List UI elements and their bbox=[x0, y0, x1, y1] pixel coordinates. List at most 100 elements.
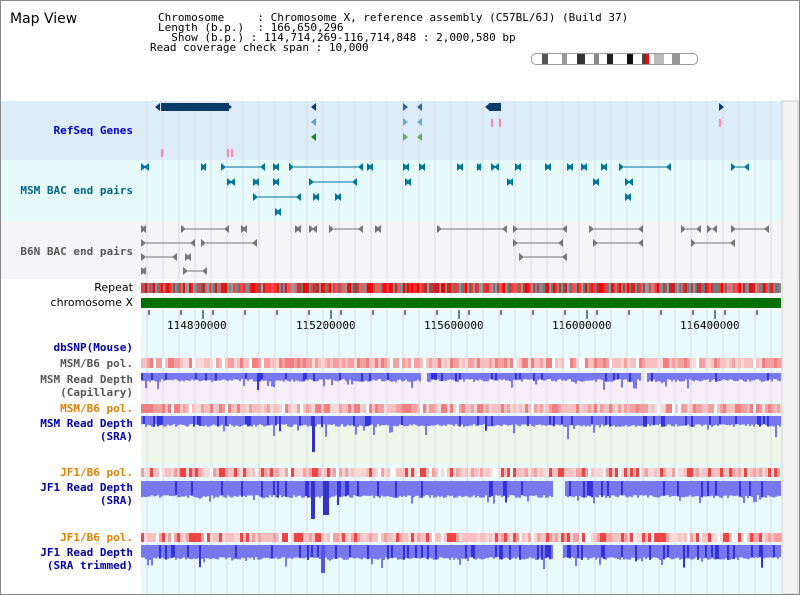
jf1-trim-depth-bar bbox=[549, 545, 551, 560]
msm-depth-sra-label-1: MSM Read Depth bbox=[40, 417, 133, 430]
jf1-sra-depth-bar bbox=[607, 481, 609, 497]
msm-b6-pol-mark bbox=[375, 404, 378, 413]
msm-b6-pol-mark bbox=[489, 358, 492, 368]
msm-capillary-depth-bar bbox=[773, 373, 775, 380]
jf1-trim-depth-bar bbox=[657, 545, 659, 559]
msm-sra-depth-bar bbox=[687, 416, 689, 425]
msm-b6-pol-mark bbox=[345, 358, 348, 368]
jf1-trim-depth-bar bbox=[159, 545, 161, 559]
repeat-mark bbox=[633, 283, 635, 293]
msm-capillary-depth-bar bbox=[629, 373, 631, 382]
jf1-trim-depth-bar bbox=[337, 545, 339, 559]
msm-capillary-depth-bar bbox=[597, 373, 599, 380]
repeat-mark bbox=[653, 283, 655, 293]
jf1-trim-depth-bar bbox=[361, 545, 363, 560]
msm-b6-pol-mark bbox=[729, 358, 732, 368]
jf1-sra-depth-bar bbox=[341, 481, 343, 497]
b6n-bac-end-arrow bbox=[593, 239, 598, 247]
msm-b6-pol-mark bbox=[657, 404, 660, 413]
msm-sra-depth-bar bbox=[655, 416, 657, 425]
repeat-mark bbox=[323, 283, 325, 293]
msm-sra-depth-bar bbox=[467, 416, 469, 427]
repeat-mark bbox=[431, 283, 433, 293]
chromosome-ideogram[interactable] bbox=[531, 53, 698, 65]
jf1-trim-depth-bar bbox=[577, 545, 579, 559]
repeat-mark bbox=[477, 283, 479, 293]
repeat-mark bbox=[217, 283, 219, 293]
repeat-mark bbox=[451, 283, 453, 293]
msm-b6-pol-mark bbox=[747, 358, 750, 368]
msm-b6-pol-mark bbox=[336, 404, 339, 413]
jf1-b6-pol-mark bbox=[708, 533, 711, 542]
msm-bac-end-arrow bbox=[508, 178, 513, 186]
msm-sra-depth-bar bbox=[353, 416, 355, 427]
msm-sra-depth-bar bbox=[519, 416, 521, 427]
repeat-mark bbox=[571, 283, 573, 293]
msm-capillary-depth-bar bbox=[319, 373, 321, 380]
jf1-sra-depth-bar bbox=[643, 481, 645, 496]
msm-sra-depth-bar bbox=[253, 416, 255, 425]
msm-sra-depth-bar bbox=[533, 416, 535, 427]
msm-b6-pol-mark bbox=[195, 358, 198, 368]
jf1-trim-depth-bar bbox=[281, 545, 283, 558]
jf1-b6-pol-mark bbox=[321, 468, 324, 477]
jf1-b6-pol-mark bbox=[231, 533, 234, 542]
msm-capillary-depth-bar bbox=[665, 373, 667, 387]
jf1-sra-depth-bar bbox=[587, 481, 589, 496]
msm-sra-depth-bar bbox=[517, 416, 519, 426]
jf1-b6-pol-mark bbox=[621, 468, 624, 477]
repeat-mark bbox=[177, 283, 179, 293]
msm-b6-pol-mark bbox=[321, 404, 324, 413]
jf1-b6-pol-mark bbox=[453, 468, 456, 477]
jf1-trim-depth-bar bbox=[409, 545, 411, 560]
jf1-sra-depth-bar bbox=[747, 481, 749, 498]
msm-capillary-depth-bar bbox=[313, 373, 315, 382]
repeat-mark bbox=[603, 283, 605, 293]
b6n-bac-end-arrow bbox=[190, 239, 195, 247]
msm-b6-pol-mark bbox=[423, 358, 426, 368]
msm-b6-pol-mark bbox=[432, 358, 435, 368]
jf1-trim-depth-bar bbox=[243, 545, 245, 559]
jf1-sra-depth-bar bbox=[613, 481, 615, 496]
jf1-sra-depth-bar bbox=[771, 481, 773, 497]
jf1-sra-depth-bar bbox=[451, 481, 453, 496]
jf1-b6-pol-mark bbox=[273, 533, 276, 542]
msm-sra-depth-bar bbox=[667, 416, 669, 425]
msm-b6-pol-mark bbox=[672, 358, 675, 368]
repeat-mark bbox=[405, 283, 407, 293]
repeat-mark bbox=[309, 283, 311, 293]
refseq-exon-mark bbox=[227, 149, 229, 157]
jf1-sra-depth-bar bbox=[331, 481, 333, 497]
msm-capillary-depth-bar bbox=[669, 373, 671, 380]
msm-sra-depth-bar bbox=[707, 416, 709, 430]
msm-b6-pol-mark bbox=[429, 358, 432, 368]
jf1-sra-depth-bar bbox=[543, 481, 545, 496]
jf1-sra-depth-bar bbox=[321, 481, 323, 497]
jf1-b6-pol-mark bbox=[171, 533, 174, 542]
jf1-b6-pol-mark bbox=[561, 468, 564, 477]
msm-b6-pol-mark bbox=[639, 358, 642, 368]
jf1-trim-depth-bar bbox=[435, 545, 437, 560]
msm-b6-pol-mark bbox=[774, 404, 777, 413]
repeat-mark bbox=[429, 283, 431, 293]
jf1-trim-depth-bar bbox=[163, 545, 165, 559]
repeat-mark bbox=[549, 283, 551, 293]
jf1-trim-depth-bar bbox=[263, 545, 265, 558]
msm-b6-pol-mark bbox=[588, 358, 591, 368]
jf1-sra-depth-bar bbox=[631, 481, 633, 498]
msm-capillary-depth-bar bbox=[619, 373, 621, 380]
msm-b6-pol-mark bbox=[567, 404, 570, 413]
jf1-b6-pol-mark bbox=[753, 468, 756, 477]
msm-sra-depth-bar bbox=[163, 416, 165, 427]
msm-b6-pol-mark bbox=[765, 358, 768, 368]
msm-b6-pol-mark bbox=[141, 404, 144, 413]
msm-sra-depth-bar bbox=[617, 416, 619, 427]
msm-sra-depth-bar bbox=[749, 416, 751, 427]
jf1-trim-depth-bar bbox=[599, 545, 601, 565]
msm-sra-depth-bar bbox=[227, 416, 229, 427]
msm-sra-depth-bar bbox=[555, 416, 557, 425]
jf1-sra-depth-bar bbox=[299, 481, 301, 496]
jf1-b6-pol-mark bbox=[726, 533, 729, 542]
jf1-b6-pol-mark bbox=[195, 468, 198, 477]
